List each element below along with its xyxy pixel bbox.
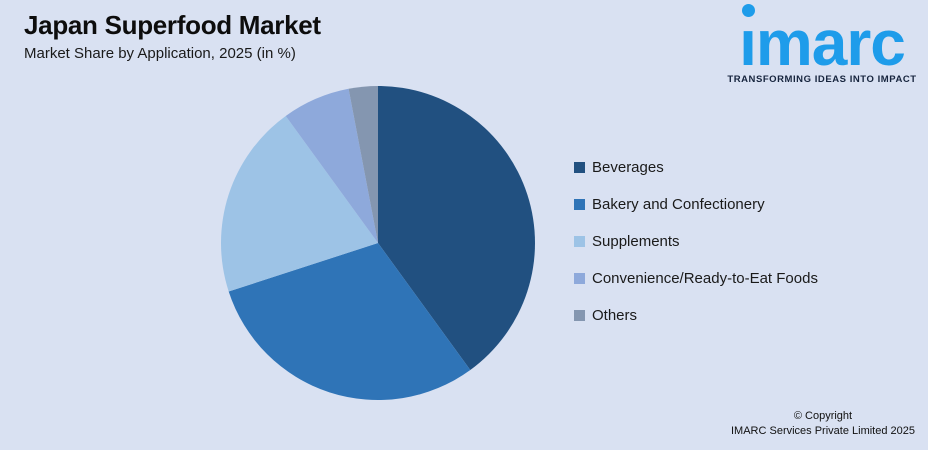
page-subtitle: Market Share by Application, 2025 (in %) bbox=[24, 45, 296, 62]
legend-item: Beverages bbox=[574, 158, 818, 176]
legend-swatch-icon bbox=[574, 198, 585, 210]
legend-item: Others bbox=[574, 306, 818, 324]
logo-wordmark: ımarc bbox=[739, 7, 906, 79]
legend-swatch-icon bbox=[574, 161, 585, 173]
legend-item: Supplements bbox=[574, 232, 818, 250]
pie-slice-0 bbox=[378, 86, 535, 371]
pie-slice-1 bbox=[228, 243, 471, 400]
legend-swatch-icon bbox=[574, 309, 585, 321]
pie-slice-4 bbox=[348, 86, 378, 243]
copyright-line1: © Copyright bbox=[793, 410, 853, 422]
legend-label: Others bbox=[592, 306, 638, 324]
logo-wordmark-wrap: ımarc bbox=[739, 4, 906, 79]
copyright-line2: IMARC Services Private Limited 2025 bbox=[730, 425, 915, 437]
page-title: Japan Superfood Market bbox=[24, 10, 321, 40]
logo-i-dot-icon bbox=[742, 4, 756, 17]
pie-chart-svg bbox=[221, 86, 535, 400]
legend: Beverages Bakery and Confectionery Supplem… bbox=[574, 159, 818, 344]
legend-label: Supplements bbox=[592, 232, 680, 250]
logo-tagline: TRANSFORMING IDEAS INTO IMPACT bbox=[727, 74, 917, 85]
legend-item: Bakery and Confectionery bbox=[574, 195, 818, 213]
pie-slice-2 bbox=[221, 115, 378, 292]
pie-chart bbox=[220, 85, 536, 401]
copyright: © Copyright IMARC Services Private Limit… bbox=[731, 409, 915, 439]
legend-swatch-icon bbox=[574, 235, 585, 247]
legend-label: Convenience/Ready-to-Eat Foods bbox=[592, 269, 818, 287]
legend-swatch-icon bbox=[574, 272, 585, 284]
imarc-logo: ımarc TRANSFORMING IDEAS INTO IMPACT bbox=[726, 4, 918, 85]
legend-label: Beverages bbox=[592, 158, 664, 176]
legend-label: Bakery and Confectionery bbox=[592, 195, 765, 213]
legend-item: Convenience/Ready-to-Eat Foods bbox=[574, 269, 818, 287]
pie-slice-3 bbox=[285, 88, 378, 243]
